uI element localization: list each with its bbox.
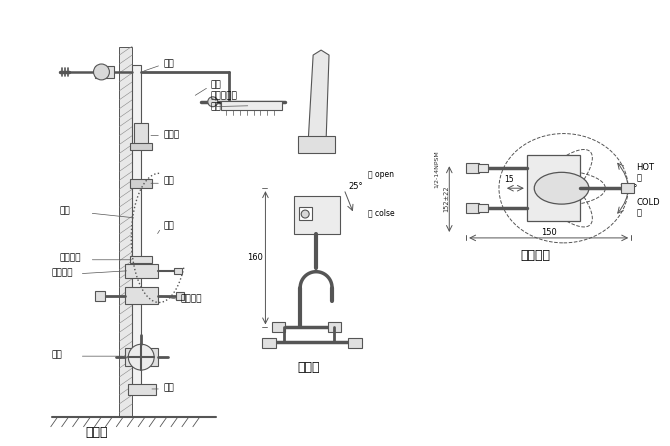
Bar [174,268,182,274]
Text: 淋浴龙头: 淋浴龙头 [521,249,551,262]
Bar [621,183,634,193]
Bar [94,291,105,301]
Text: HOT
热: HOT 热 [636,163,654,182]
Bar [128,384,156,395]
Bar [328,322,341,332]
Bar [125,348,158,366]
Bar [125,287,158,305]
Bar [273,322,285,332]
Text: 1/2-14NPSM: 1/2-14NPSM [434,150,439,188]
Bar [176,292,184,300]
Text: 15: 15 [504,175,514,184]
Text: 100°: 100° [619,184,638,193]
Polygon shape [308,50,329,141]
Bar [298,136,335,153]
Bar [220,101,282,110]
Text: 淋浴龙头: 淋浴龙头 [181,294,202,303]
Bar [478,165,488,172]
Bar [132,65,141,393]
Text: 分水转换: 分水转换 [52,268,73,277]
Bar [94,66,115,78]
Text: 152±22: 152±22 [444,186,450,212]
Bar [299,207,312,220]
Bar [348,338,362,348]
Text: 小花洒: 小花洒 [163,130,179,139]
Text: 开 open: 开 open [368,170,394,179]
Ellipse shape [534,172,589,204]
Bar [134,123,148,149]
Text: 软管: 软管 [163,222,174,231]
Text: 160: 160 [247,253,263,262]
Bar [478,204,488,212]
Bar [466,163,479,173]
Text: 小花洒: 小花洒 [297,361,320,374]
Bar [119,47,132,417]
Bar [130,179,152,188]
Text: 过滤橡皮圈: 过滤橡皮圈 [211,91,238,100]
Bar [527,155,580,221]
Text: 底盘: 底盘 [163,384,174,392]
Text: 插座: 插座 [163,177,174,186]
Circle shape [128,344,154,370]
Bar [294,196,340,234]
Bar [263,338,276,348]
Text: 弯脚: 弯脚 [52,351,62,359]
Text: 关 colse: 关 colse [368,209,395,218]
Bar [466,203,479,213]
Text: COLD
冷: COLD 冷 [636,198,660,218]
Text: 直管: 直管 [60,206,70,215]
Bar [130,144,152,150]
Circle shape [302,210,309,218]
Text: 定位: 定位 [163,59,174,69]
Text: 喷头: 喷头 [211,102,222,111]
Bar [130,256,152,263]
Text: 橡胶垫圈: 橡胶垫圈 [60,253,81,262]
Text: 弯管: 弯管 [211,80,222,89]
Bar [125,264,158,278]
Circle shape [208,97,218,107]
Circle shape [94,64,109,80]
Text: 大花洒: 大花洒 [85,426,108,439]
Text: 25°: 25° [348,182,362,191]
Text: 150: 150 [541,228,557,237]
